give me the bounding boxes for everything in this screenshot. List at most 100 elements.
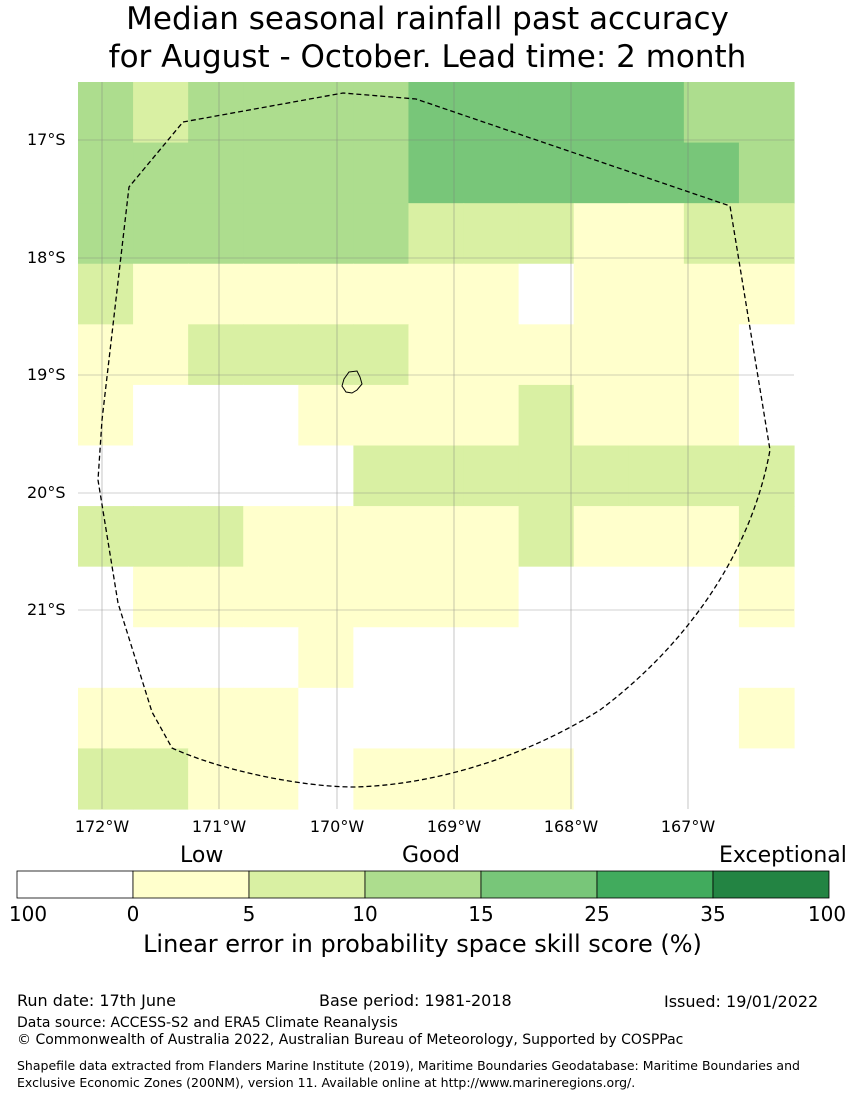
- legend-tick-5: 25: [584, 902, 610, 926]
- grid-cell: [738, 687, 795, 750]
- grid-cell: [738, 445, 795, 507]
- grid-cell: [738, 82, 795, 144]
- grid-cell: [463, 203, 520, 265]
- legend-tick-1: 0: [126, 902, 140, 926]
- grid-cell: [683, 627, 740, 689]
- eez-boundary: [97, 92, 771, 788]
- grid-cell: [628, 324, 685, 386]
- grid-cell: [188, 142, 244, 204]
- grid-cell: [408, 263, 465, 325]
- lat-label-19s: 19°S: [27, 365, 66, 384]
- grid-cell: [518, 263, 575, 325]
- legend-tick-7: 100: [807, 902, 847, 926]
- grid-cell: [133, 627, 189, 689]
- grid-cell: [628, 445, 685, 507]
- lon-label-169w: 169°W: [426, 817, 482, 836]
- grid-cell: [628, 506, 685, 568]
- grid-cell: [573, 82, 630, 144]
- grid-cell: [133, 445, 189, 507]
- grid-cell: [738, 142, 795, 204]
- grid-cell: [408, 748, 465, 810]
- legend-tick-0: 100: [8, 902, 48, 926]
- lon-label-170w: 170°W: [309, 817, 365, 836]
- grid-cell: [463, 566, 520, 628]
- run-date: Run date: 17th June: [17, 991, 177, 1010]
- grid-cell: [463, 748, 520, 810]
- grid-cell: [78, 142, 134, 204]
- grid-cell: [298, 748, 354, 810]
- grid-cell: [353, 82, 410, 144]
- grid-cell: [353, 263, 410, 325]
- grid-cell: [628, 82, 685, 144]
- grid-cell: [463, 263, 520, 325]
- grid-cell: [738, 748, 795, 810]
- grid-cell: [353, 384, 410, 447]
- grid-cell: [738, 627, 795, 689]
- grid-cell: [628, 142, 685, 204]
- grid-cell: [628, 748, 685, 810]
- grid-cell: [243, 142, 299, 204]
- grid-cell: [463, 142, 520, 204]
- grid-cell: [243, 506, 299, 568]
- legend-category-good: Good: [402, 843, 460, 868]
- grid-cell: [243, 445, 299, 507]
- base-period: Base period: 1981-2018: [319, 991, 512, 1010]
- grid-cell: [573, 506, 630, 568]
- graticule: [78, 82, 794, 809]
- grid-cell: [78, 324, 134, 386]
- grid-cell: [573, 203, 630, 265]
- grid-cell: [628, 687, 685, 750]
- lon-label-167w: 167°W: [660, 817, 716, 836]
- grid-cell: [133, 203, 189, 265]
- grid-cell: [738, 203, 795, 265]
- grid-cell: [738, 324, 795, 386]
- grid-cell: [518, 506, 575, 568]
- grid-cell: [298, 324, 354, 386]
- grid-cell: [518, 566, 575, 628]
- grid-cell: [188, 82, 244, 144]
- grid-cell: [573, 142, 630, 204]
- legend-tick-3: 10: [352, 902, 378, 926]
- grid-cell: [243, 263, 299, 325]
- grid-cell: [298, 263, 354, 325]
- lat-label-21s: 21°S: [27, 600, 66, 619]
- grid-cell: [408, 506, 465, 568]
- grid-cell: [463, 324, 520, 386]
- grid-cell: [463, 687, 520, 750]
- grid-cell: [78, 748, 134, 810]
- legend-colorbar: [16, 870, 830, 899]
- lon-label-168w: 168°W: [543, 817, 599, 836]
- grid-cell: [573, 445, 630, 507]
- grid-cell: [133, 324, 189, 386]
- legend-category-exceptional: Exceptional: [719, 843, 847, 868]
- map-title: Median seasonal rainfall past accuracy f…: [0, 0, 855, 76]
- grid-cell: [738, 566, 795, 628]
- grid-cell: [463, 384, 520, 447]
- lon-label-172w: 172°W: [74, 817, 130, 836]
- grid-cell: [353, 566, 410, 628]
- grid-cell: [188, 324, 244, 386]
- grid-cell: [133, 82, 189, 144]
- grid-cell: [188, 687, 244, 750]
- colorbar-segment: [364, 870, 482, 899]
- grid-cell: [408, 445, 465, 507]
- grid-cell: [133, 687, 189, 750]
- grid-cell: [683, 324, 740, 386]
- grid-cell: [573, 687, 630, 750]
- grid-cell: [683, 82, 740, 144]
- grid-cell: [683, 384, 740, 447]
- grid-cell: [243, 203, 299, 265]
- grid-cell: [408, 203, 465, 265]
- grid-cell: [353, 627, 410, 689]
- grid-cell: [78, 627, 134, 689]
- grid-cell: [683, 445, 740, 507]
- colorbar-segment: [132, 870, 250, 899]
- grid-cells: [78, 82, 795, 810]
- grid-cell: [408, 566, 465, 628]
- lat-label-20s: 20°S: [27, 483, 66, 502]
- data-source: Data source: ACCESS-S2 and ERA5 Climate …: [17, 1015, 398, 1031]
- grid-cell: [573, 748, 630, 810]
- grid-cell: [243, 324, 299, 386]
- grid-cell: [78, 687, 134, 750]
- grid-cell: [133, 263, 189, 325]
